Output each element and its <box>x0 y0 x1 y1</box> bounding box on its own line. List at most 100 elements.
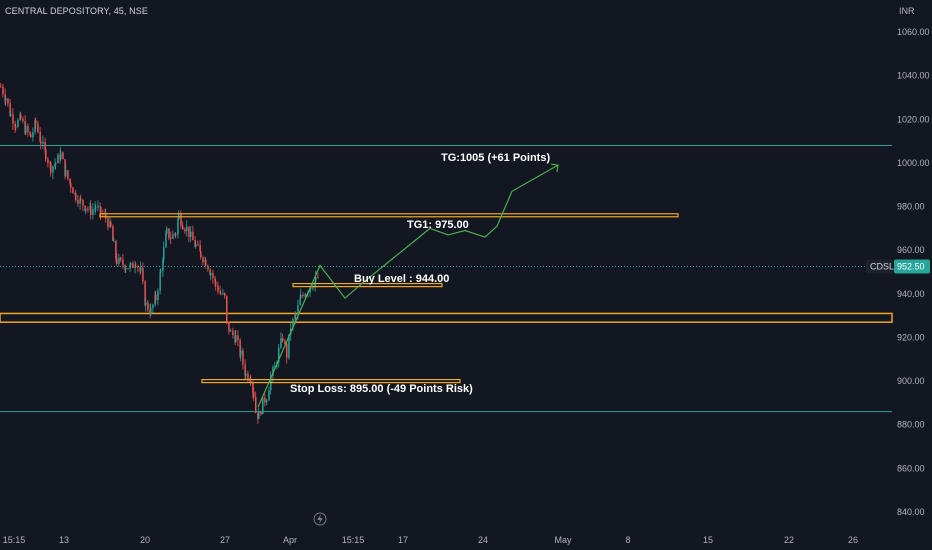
support-zones <box>0 312 893 323</box>
price-tag <box>894 259 930 274</box>
candle-body <box>90 205 92 216</box>
x-tick-label: 20 <box>140 535 150 545</box>
candle-body <box>295 314 297 316</box>
candle-body <box>162 259 164 271</box>
x-tick-label: 13 <box>59 535 69 545</box>
candle-body <box>165 233 167 248</box>
candle-body <box>0 86 2 88</box>
y-tick-label: 960.00 <box>897 245 925 255</box>
candle-body <box>116 258 118 265</box>
price-value: 952.50 <box>897 262 925 272</box>
candle-body <box>205 259 207 266</box>
candle-body <box>200 251 202 258</box>
candle-body <box>72 187 74 194</box>
candle-body <box>10 114 12 116</box>
candle-body <box>125 268 127 270</box>
candle-body <box>255 397 257 413</box>
candles <box>0 82 319 424</box>
y-tick-label: 900.00 <box>897 376 925 386</box>
candle-body <box>264 397 266 403</box>
candle-body <box>220 293 222 295</box>
candle-body <box>115 240 117 259</box>
candle-body <box>144 281 146 306</box>
y-tick-label: 880.00 <box>897 420 925 430</box>
candle-body <box>166 228 168 234</box>
candle-body <box>155 294 157 300</box>
candle-body <box>309 287 311 293</box>
candle-body <box>14 123 16 127</box>
candle-body <box>242 350 244 365</box>
horizontal-rays <box>0 144 892 413</box>
candle-body <box>124 265 126 270</box>
candle-body <box>92 209 94 216</box>
candle-body <box>312 287 314 289</box>
level-line <box>292 282 443 288</box>
candle-body <box>228 321 230 332</box>
candle-body <box>107 218 109 228</box>
candle-body <box>44 141 46 150</box>
candle-body <box>52 165 54 173</box>
candle-body <box>192 231 194 241</box>
candle-body <box>42 141 44 144</box>
candle-body <box>170 237 172 239</box>
x-tick-label: 26 <box>848 535 858 545</box>
candle-body <box>209 269 211 275</box>
candle-body <box>54 163 56 166</box>
candle-body <box>315 277 317 282</box>
level-label: Stop Loss: 895.00 (-49 Points Risk) <box>290 383 473 395</box>
x-tick-label: 22 <box>784 535 794 545</box>
candle-body <box>177 219 179 235</box>
candle-body <box>159 272 161 291</box>
candle-body <box>39 131 41 142</box>
candle-body <box>99 206 101 208</box>
y-tick-label: 860.00 <box>897 463 925 473</box>
candle-body <box>157 290 159 300</box>
candle-body <box>97 206 99 208</box>
candle-body <box>84 205 86 211</box>
x-tick-label: 24 <box>478 535 488 545</box>
lightning-icon[interactable] <box>313 512 327 526</box>
level-label: TG1: 975.00 <box>407 219 469 231</box>
candle-body <box>194 240 196 247</box>
candle-body <box>40 141 42 144</box>
candle-body <box>112 226 114 241</box>
candle-body <box>197 244 199 246</box>
last-price-tag: CDSL 952.50 <box>866 259 930 274</box>
candle-body <box>64 159 66 177</box>
candle-body <box>160 270 162 273</box>
x-tick-label: 15 <box>703 535 713 545</box>
candle-body <box>67 170 69 179</box>
candle-body <box>237 335 239 341</box>
candle-body <box>230 330 232 332</box>
symbol-title: CENTRAL DEPOSITORY, 45, NSE <box>5 6 148 16</box>
candle-body <box>4 94 6 101</box>
candle-body <box>69 178 71 184</box>
candle-body <box>314 281 316 288</box>
candle-body <box>30 134 32 138</box>
candle-body <box>212 272 214 279</box>
candle-body <box>278 347 280 363</box>
candle-body <box>219 291 221 294</box>
candle-body <box>253 392 255 398</box>
y-tick-label: 1000.00 <box>897 158 930 168</box>
candle-body <box>2 86 4 95</box>
candle-body <box>262 397 264 415</box>
level-line <box>99 213 679 218</box>
candle-body <box>127 268 129 270</box>
icon-ring <box>313 512 327 526</box>
annotation-labels: TG1: 975.00 Buy Level : 944.00 Stop Loss: … <box>290 152 550 395</box>
candle-body <box>140 267 142 271</box>
candle-body <box>299 298 301 306</box>
candle-body <box>113 240 115 242</box>
candle-body <box>232 330 234 336</box>
candle-body <box>163 247 165 260</box>
candle-body <box>20 114 22 119</box>
candle-body <box>150 308 152 315</box>
x-tick-label: Apr <box>283 535 297 545</box>
y-tick-label: 840.00 <box>897 507 925 517</box>
projection-arrowhead <box>550 163 559 173</box>
x-tick-label: May <box>554 535 572 545</box>
candle-body <box>240 350 242 356</box>
candle-body <box>75 192 77 200</box>
